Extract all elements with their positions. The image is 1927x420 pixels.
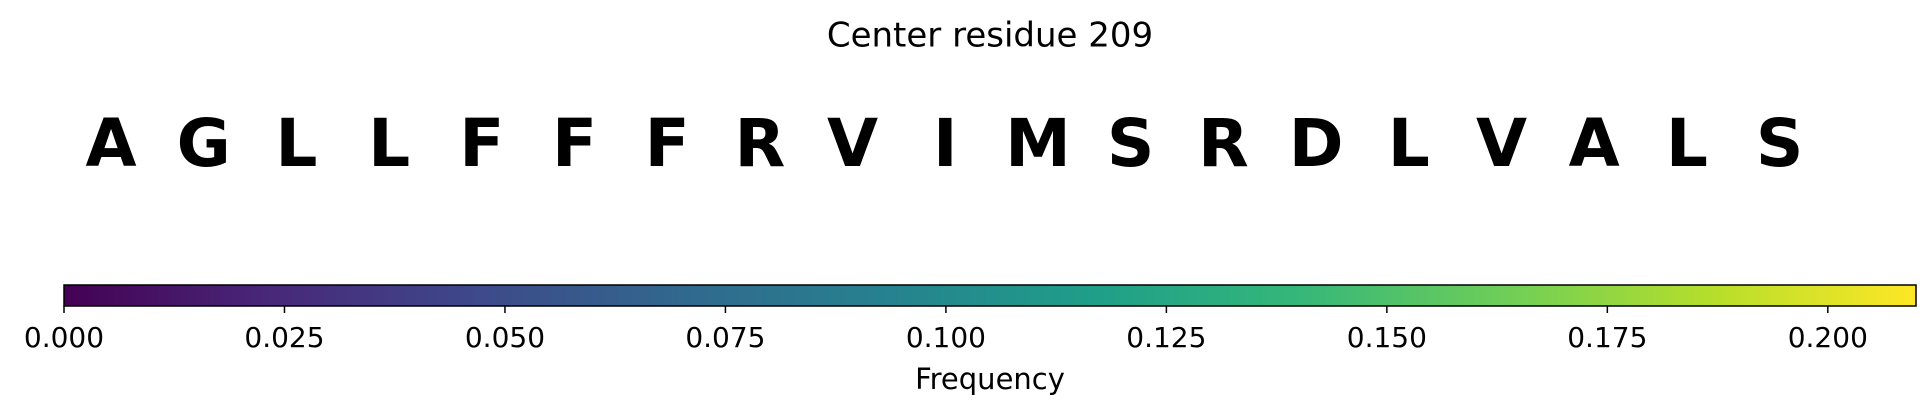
residue-letter: S bbox=[1107, 105, 1155, 182]
residue-letter: F bbox=[459, 105, 504, 182]
x-tick-label: 0.200 bbox=[1788, 321, 1868, 354]
x-tick-label: 0.150 bbox=[1347, 321, 1427, 354]
residue-letter: R bbox=[734, 105, 785, 182]
residue-letter: F bbox=[645, 105, 690, 182]
x-tick-label: 0.125 bbox=[1126, 321, 1206, 354]
residue-letter: M bbox=[1005, 105, 1071, 182]
residue-letter: D bbox=[1289, 105, 1344, 182]
x-tick-label: 0.050 bbox=[465, 321, 545, 354]
x-tick-label: 0.025 bbox=[244, 321, 324, 354]
residue-letter: L bbox=[1666, 105, 1708, 182]
x-tick-label: 0.075 bbox=[685, 321, 765, 354]
x-tick-label: 0.175 bbox=[1567, 321, 1647, 354]
chart-title: Center residue 209 bbox=[827, 16, 1153, 56]
residue-letter: I bbox=[933, 105, 958, 182]
residue-letter: L bbox=[1388, 105, 1430, 182]
residue-letter: F bbox=[552, 105, 597, 182]
residue-letter: L bbox=[275, 105, 317, 182]
residue-letter: G bbox=[177, 105, 231, 182]
x-tick-label: 0.000 bbox=[24, 321, 104, 354]
residue-letter: L bbox=[368, 105, 410, 182]
x-tick-label: 0.100 bbox=[906, 321, 986, 354]
residue-letter: A bbox=[1569, 105, 1620, 182]
residue-letter: V bbox=[1476, 105, 1527, 182]
residue-letter: A bbox=[85, 105, 136, 182]
residue-letter: V bbox=[827, 105, 878, 182]
colorbar-label: Frequency bbox=[915, 362, 1065, 396]
residue-letter: S bbox=[1756, 105, 1804, 182]
residue-letter: R bbox=[1198, 105, 1249, 182]
colorbar bbox=[63, 284, 1917, 307]
